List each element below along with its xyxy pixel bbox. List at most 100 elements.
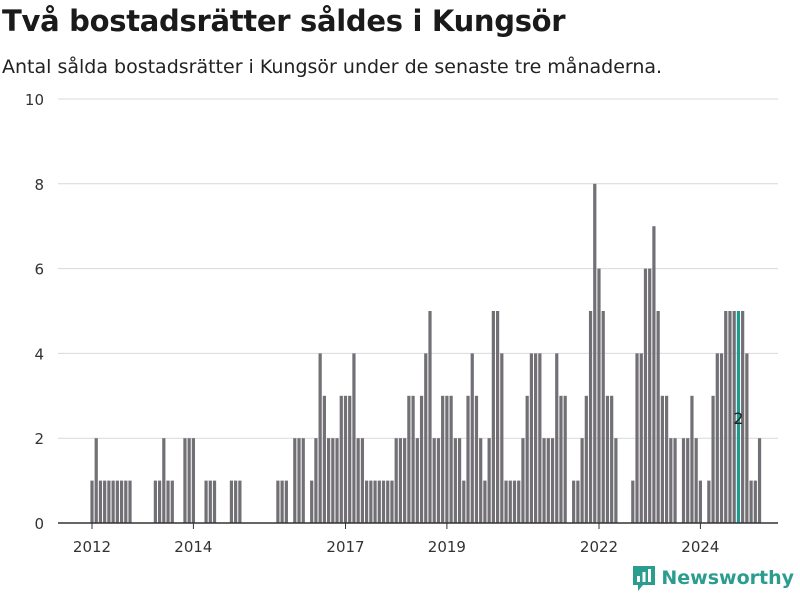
x-tick-label: 2022 (580, 538, 618, 556)
y-tick-label: 8 (34, 176, 44, 194)
bar (555, 353, 559, 523)
bar (415, 438, 419, 523)
bar (660, 395, 664, 523)
y-tick-label: 2 (34, 430, 44, 448)
bar (563, 395, 567, 523)
bars (90, 183, 762, 524)
bar (103, 480, 107, 523)
y-tick-label: 6 (34, 261, 44, 279)
bar (453, 438, 457, 523)
bar (605, 395, 610, 523)
bar (326, 438, 331, 523)
bar (631, 480, 635, 523)
x-tick-label: 2019 (428, 538, 466, 556)
bar (411, 395, 415, 523)
bar (90, 480, 94, 523)
bar (398, 438, 403, 523)
bar (124, 480, 128, 523)
bar (576, 480, 580, 523)
bar (428, 311, 432, 523)
bar (580, 438, 584, 523)
bar (356, 438, 360, 523)
bar (614, 438, 618, 523)
bar (424, 353, 428, 523)
bar (584, 395, 588, 523)
bar (664, 395, 669, 523)
bar (694, 438, 698, 523)
brand[interactable]: Newsworthy (631, 564, 794, 592)
bar (284, 480, 288, 523)
x-tick-label: 2024 (681, 538, 719, 556)
bar (690, 395, 694, 523)
bar (322, 395, 326, 523)
bar (115, 480, 119, 523)
bar (749, 480, 753, 523)
bar (331, 438, 335, 523)
bar (521, 438, 525, 523)
bar (373, 480, 377, 523)
bar (111, 480, 115, 523)
bar (457, 438, 462, 523)
bar (191, 438, 196, 523)
bar (166, 480, 170, 523)
bar (757, 438, 762, 523)
bar (487, 438, 491, 523)
bar (698, 480, 703, 523)
x-tick-label: 2012 (73, 538, 111, 556)
bar (276, 480, 280, 523)
bar (98, 480, 103, 523)
bar (656, 311, 660, 523)
bar-highlight (736, 311, 741, 523)
x-tick-label: 2017 (326, 538, 364, 556)
chart-subtitle: Antal sålda bostadsrätter i Kungsör unde… (2, 56, 663, 78)
bar (593, 183, 597, 524)
bar (441, 395, 445, 523)
bar (559, 395, 563, 523)
bar (280, 480, 284, 523)
bar (728, 311, 732, 523)
bar (208, 480, 212, 523)
bar (445, 395, 449, 523)
bar (546, 438, 550, 523)
bar (343, 395, 348, 523)
bar (648, 268, 652, 523)
bar (517, 480, 521, 523)
bar (339, 395, 343, 523)
bar (293, 438, 297, 523)
bar (479, 438, 483, 523)
x-axis: 2012 2014 2017 2019 2022 2024 (58, 522, 778, 556)
bar (386, 480, 390, 523)
bar (352, 353, 356, 523)
bar (711, 395, 715, 523)
bar (542, 438, 546, 523)
bar (508, 480, 512, 523)
bar (94, 438, 98, 523)
x-tick-label: 2014 (174, 538, 212, 556)
bar (483, 480, 487, 523)
bar (107, 480, 111, 523)
bar (238, 480, 242, 523)
bar (187, 438, 191, 523)
bar (724, 311, 728, 523)
bar (377, 480, 381, 523)
bar (597, 268, 601, 523)
bar (157, 480, 162, 523)
chart-title: Två bostadsrätter såldes i Kungsör (2, 4, 566, 38)
brand-name: Newsworthy (661, 567, 794, 589)
bar (474, 395, 479, 523)
bar (318, 353, 322, 523)
y-tick-label: 10 (25, 91, 44, 109)
labels: 2 (733, 409, 743, 428)
bar (550, 438, 555, 523)
bar (369, 480, 373, 523)
newsworthy-logo-icon (633, 566, 656, 591)
bar (162, 438, 166, 523)
bar (466, 395, 470, 523)
y-tick-label: 4 (34, 345, 44, 363)
bar (407, 395, 411, 523)
bar (365, 480, 369, 523)
bar (753, 480, 757, 523)
bar (686, 438, 690, 523)
bar (234, 480, 238, 523)
